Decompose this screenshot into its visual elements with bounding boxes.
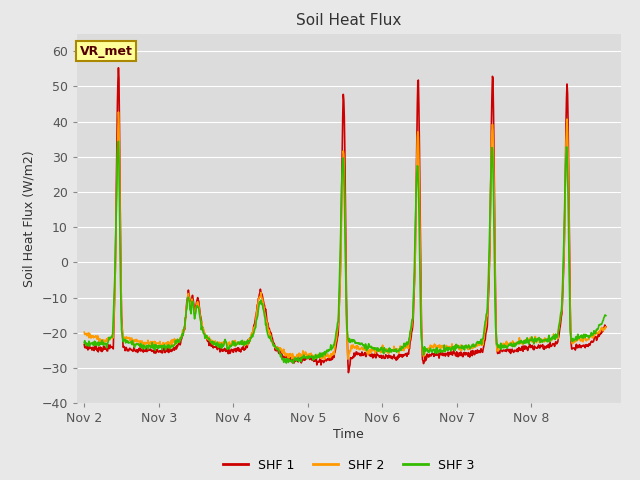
Text: VR_met: VR_met (79, 45, 132, 58)
SHF 3 (115, 138, 122, 144)
Line: SHF 2: SHF 2 (84, 112, 606, 359)
SHF 2 (317, 356, 325, 361)
SHF 3 (317, 352, 325, 358)
SHF 2 (602, 324, 610, 330)
Y-axis label: Soil Heat Flux (W/m2): Soil Heat Flux (W/m2) (23, 150, 36, 287)
SHF 1 (590, 337, 598, 343)
SHF 1 (592, 334, 600, 339)
SHF 2 (115, 109, 122, 115)
SHF 1 (344, 370, 352, 375)
SHF 1 (317, 362, 325, 368)
SHF 1 (81, 342, 88, 348)
SHF 2 (262, 314, 269, 320)
SHF 3 (124, 338, 132, 344)
SHF 2 (358, 345, 365, 350)
SHF 3 (282, 360, 290, 366)
SHF 1 (124, 347, 132, 353)
SHF 3 (602, 312, 610, 318)
SHF 2 (590, 334, 598, 339)
SHF 1 (602, 324, 610, 330)
SHF 1 (358, 353, 365, 359)
SHF 3 (262, 322, 269, 327)
SHF 1 (115, 65, 122, 71)
SHF 3 (358, 340, 365, 346)
SHF 3 (81, 339, 88, 345)
SHF 3 (590, 328, 598, 334)
Legend: SHF 1, SHF 2, SHF 3: SHF 1, SHF 2, SHF 3 (218, 454, 479, 477)
X-axis label: Time: Time (333, 428, 364, 441)
SHF 3 (592, 327, 600, 333)
SHF 2 (321, 356, 328, 362)
SHF 2 (81, 329, 88, 335)
Line: SHF 1: SHF 1 (84, 68, 606, 372)
SHF 2 (124, 336, 132, 341)
Title: Soil Heat Flux: Soil Heat Flux (296, 13, 401, 28)
SHF 1 (262, 306, 269, 312)
SHF 2 (592, 328, 600, 334)
Line: SHF 3: SHF 3 (84, 141, 606, 363)
